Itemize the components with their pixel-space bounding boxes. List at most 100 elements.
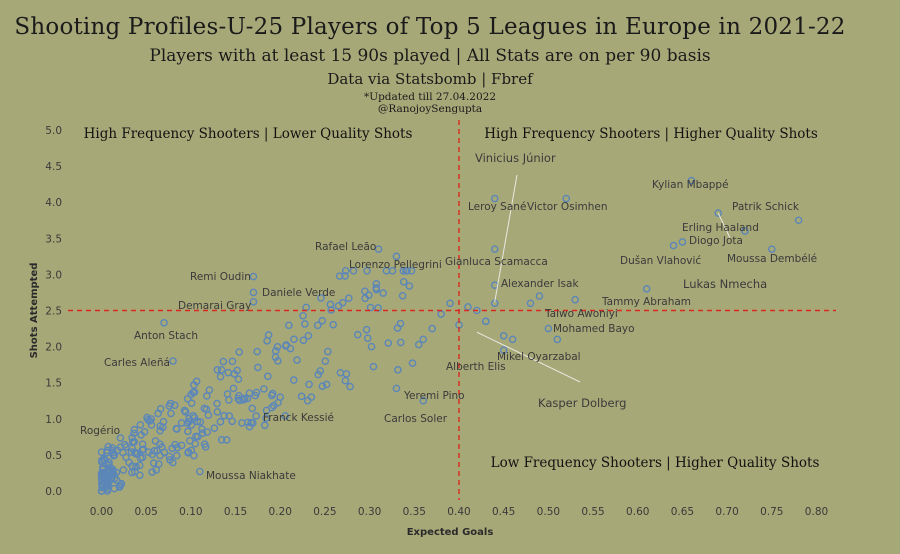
data-point xyxy=(158,423,167,432)
data-point xyxy=(353,330,362,339)
player-point xyxy=(794,216,803,225)
update-note: *Updated till 27.04.2022 xyxy=(363,91,497,103)
data-point xyxy=(99,455,108,463)
data-point xyxy=(138,446,147,454)
data-point xyxy=(132,449,140,458)
data-point xyxy=(192,377,201,386)
data-point xyxy=(156,404,165,413)
player-point xyxy=(571,295,579,304)
player-label: Lukas Nmecha xyxy=(683,277,767,291)
data-point xyxy=(213,399,221,408)
data-point xyxy=(181,408,190,416)
player-point xyxy=(741,227,749,235)
data-point xyxy=(98,456,106,465)
data-point xyxy=(217,366,226,374)
data-point xyxy=(317,294,325,302)
data-point xyxy=(396,338,405,347)
y-tick-label: 1.0 xyxy=(45,414,62,426)
data-point xyxy=(307,393,316,401)
data-point xyxy=(220,411,228,420)
data-point xyxy=(271,347,280,355)
player-label: Demarai Gray xyxy=(178,300,251,312)
data-point xyxy=(130,438,139,446)
data-point xyxy=(464,303,472,311)
author-handle: @RanojoySengupta xyxy=(377,103,483,115)
data-point xyxy=(313,321,322,330)
player-label: Alberth Elis xyxy=(446,361,506,373)
data-point xyxy=(407,266,416,275)
player-label: Anton Stach xyxy=(134,330,198,342)
player-point xyxy=(714,209,722,217)
data-point xyxy=(321,357,330,365)
data-point xyxy=(446,299,454,308)
data-point xyxy=(184,448,193,456)
data-point xyxy=(252,388,261,397)
data-point xyxy=(274,357,282,365)
data-point xyxy=(217,436,226,444)
player-label: Diogo Jota xyxy=(689,235,743,247)
data-point xyxy=(184,427,192,436)
data-point xyxy=(367,342,376,351)
player-label: Franck Kessié xyxy=(263,412,334,424)
data-point xyxy=(361,287,369,296)
reference-lines xyxy=(68,120,836,500)
data-point xyxy=(382,266,391,275)
data-point xyxy=(248,404,257,413)
data-point xyxy=(196,418,205,426)
data-point xyxy=(346,382,354,391)
data-point xyxy=(297,392,306,401)
data-point xyxy=(369,362,378,371)
x-tick-label: 0.65 xyxy=(671,506,694,518)
data-point xyxy=(216,418,225,426)
data-point xyxy=(166,456,174,464)
data-point xyxy=(245,389,254,397)
x-tick-label: 0.60 xyxy=(626,506,649,518)
data-point xyxy=(216,372,225,381)
player-label: Vinicius Júnior xyxy=(475,151,556,165)
data-point xyxy=(394,366,402,374)
player-point xyxy=(97,487,106,495)
data-point xyxy=(345,294,353,302)
data-point xyxy=(262,406,271,415)
data-point xyxy=(302,303,311,312)
data-point xyxy=(147,415,156,423)
data-point xyxy=(363,334,372,343)
data-point xyxy=(399,277,408,286)
data-point xyxy=(318,316,327,325)
player-point xyxy=(642,285,651,293)
data-point xyxy=(273,343,282,351)
x-tick-label: 0.70 xyxy=(715,506,738,518)
data-point xyxy=(362,325,371,334)
data-point xyxy=(268,389,277,398)
data-point xyxy=(405,282,414,290)
data-point xyxy=(384,339,393,347)
player-label: Dušan Vlahović xyxy=(620,255,701,267)
data-point xyxy=(219,357,228,366)
data-point xyxy=(119,466,128,474)
y-tick-label: 0.5 xyxy=(45,450,62,462)
data-point xyxy=(121,440,129,449)
data-source: Data via Statsbomb | Fbref xyxy=(327,70,533,88)
player-point xyxy=(482,317,490,326)
data-point xyxy=(247,418,255,427)
data-point xyxy=(98,465,107,474)
data-point xyxy=(428,324,436,333)
data-point xyxy=(326,300,335,309)
y-tick-label: 4.0 xyxy=(45,197,62,209)
quadrant-label: High Frequency Shooters | Lower Quality … xyxy=(84,126,413,142)
x-axis-label: Expected Goals xyxy=(407,527,494,538)
x-tick-label: 0.50 xyxy=(537,506,560,518)
data-point xyxy=(136,421,145,429)
y-tick-label: 3.0 xyxy=(45,269,62,281)
data-point xyxy=(245,422,254,431)
data-point xyxy=(260,385,268,393)
data-point xyxy=(167,409,175,418)
player-point xyxy=(374,245,383,253)
data-point xyxy=(112,476,121,484)
player-label: Mikel Oyarzabal xyxy=(497,351,581,363)
player-point xyxy=(562,194,571,203)
data-point xyxy=(222,436,231,444)
data-point xyxy=(254,363,262,372)
player-point xyxy=(249,272,258,281)
